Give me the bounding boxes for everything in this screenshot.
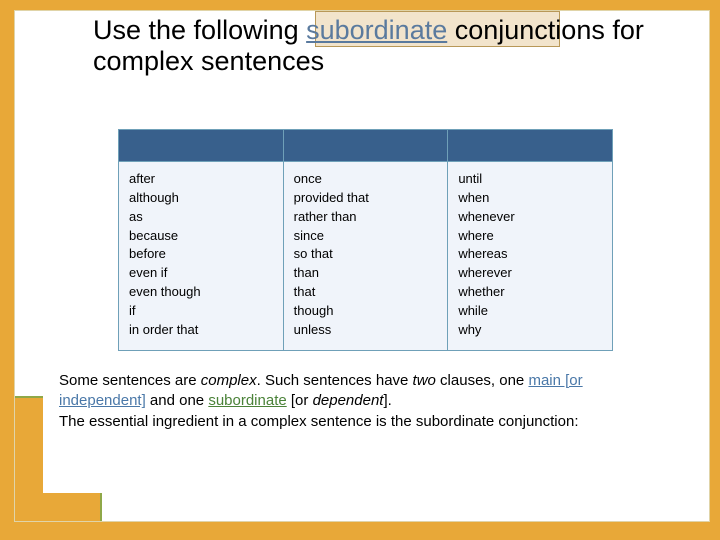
table-header-row xyxy=(119,130,613,162)
heading-part1: Use the following xyxy=(93,15,306,45)
conjunction-word: though xyxy=(294,302,438,321)
body-text: clauses, one xyxy=(436,372,529,389)
body-text: and one xyxy=(146,392,209,409)
body-text: : xyxy=(574,413,578,430)
conjunction-word: provided that xyxy=(294,189,438,208)
table-header-cell xyxy=(119,130,284,162)
corner-accent xyxy=(15,396,43,521)
table-cell-col1: afteralthoughasbecausebeforeeven ifeven … xyxy=(119,162,284,351)
conjunction-word: in order that xyxy=(129,321,273,340)
table-cell-col2: onceprovided thatrather thansinceso that… xyxy=(283,162,448,351)
conjunction-word: so that xyxy=(294,245,438,264)
conjunction-word: before xyxy=(129,245,273,264)
conjunction-word: why xyxy=(458,321,602,340)
body-italic: two xyxy=(413,372,436,389)
slide-heading: Use the following subordinate conjunctio… xyxy=(45,15,689,77)
conjunction-word: as xyxy=(129,208,273,227)
conjunction-word: while xyxy=(458,302,602,321)
body-italic: complex xyxy=(201,372,257,389)
conjunction-word: whenever xyxy=(458,208,602,227)
conjunction-word: until xyxy=(458,170,602,189)
conjunction-word: that xyxy=(294,283,438,302)
conjunctions-table-wrap: afteralthoughasbecausebeforeeven ifeven … xyxy=(118,129,613,351)
table-header-cell xyxy=(448,130,613,162)
body-text: . Such sentences have xyxy=(257,372,413,389)
table-header-cell xyxy=(283,130,448,162)
body-text: [or xyxy=(287,392,313,409)
conjunction-word: even though xyxy=(129,283,273,302)
body-text: The essential ingredient in a complex se… xyxy=(59,413,416,430)
table-row: afteralthoughasbecausebeforeeven ifeven … xyxy=(119,162,613,351)
body-italic: dependent xyxy=(313,392,384,409)
conjunction-word: whether xyxy=(458,283,602,302)
conjunction-word: after xyxy=(129,170,273,189)
conjunction-word: where xyxy=(458,227,602,246)
conjunctions-table: afteralthoughasbecausebeforeeven ifeven … xyxy=(118,129,613,351)
conjunction-word: because xyxy=(129,227,273,246)
table-cell-col3: untilwhenwheneverwherewhereaswhereverwhe… xyxy=(448,162,613,351)
body-bold: subordinate conjunction xyxy=(416,413,574,430)
conjunction-word: wherever xyxy=(458,264,602,283)
body-text: Some sentences are xyxy=(59,372,201,389)
conjunction-word: since xyxy=(294,227,438,246)
body-link-subordinate: subordinate xyxy=(208,392,286,409)
conjunction-word: although xyxy=(129,189,273,208)
conjunction-word: even if xyxy=(129,264,273,283)
conjunction-word: unless xyxy=(294,321,438,340)
conjunction-word: rather than xyxy=(294,208,438,227)
slide-inner: Use the following subordinate conjunctio… xyxy=(14,10,710,522)
body-text: ]. xyxy=(383,392,391,409)
conjunction-word: whereas xyxy=(458,245,602,264)
conjunction-word: when xyxy=(458,189,602,208)
conjunction-word: once xyxy=(294,170,438,189)
conjunction-word: than xyxy=(294,264,438,283)
body-paragraph: Some sentences are complex. Such sentenc… xyxy=(59,371,669,432)
heading-underlined: subordinate xyxy=(306,15,447,45)
conjunction-word: if xyxy=(129,302,273,321)
